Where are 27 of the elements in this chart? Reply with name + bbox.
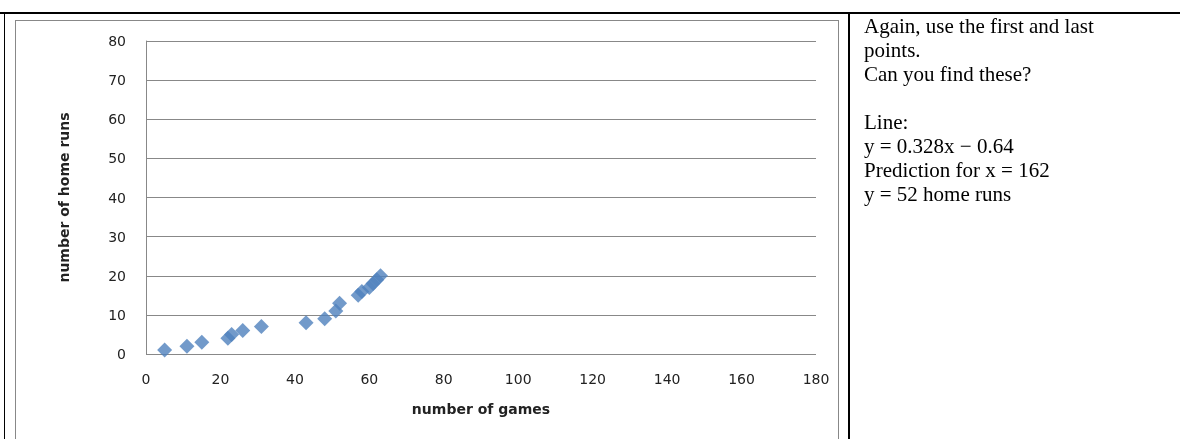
text: Again, use the first and last points. — [864, 14, 1095, 62]
x-tick-label: 40 — [285, 371, 304, 387]
y-tick-label: 30 — [108, 228, 126, 245]
y-tick-label: 80 — [108, 33, 126, 49]
y-tick-label: 70 — [108, 72, 126, 89]
x-tick-label: 160 — [728, 371, 755, 387]
y-axis-title: number of home runs — [56, 112, 72, 283]
x-tick-label: 0 — [141, 371, 151, 387]
text: Line: — [864, 110, 910, 134]
y-tick-label: 40 — [108, 189, 126, 206]
x-tick-label: 20 — [211, 371, 230, 387]
y-tick-label: 60 — [108, 111, 126, 128]
text: y = 0.328x − 0.64 — [864, 134, 1015, 158]
x-tick-label: 100 — [504, 371, 532, 387]
y-tick-label: 0 — [117, 346, 126, 362]
text: y = 52 home runs — [864, 182, 1013, 206]
y-tick-label: 20 — [108, 267, 126, 284]
x-tick-label: 60 — [360, 371, 379, 387]
text: Can you find these? — [864, 62, 1033, 86]
x-tick-label: 80 — [434, 371, 453, 387]
x-tick-label: 180 — [802, 371, 830, 387]
y-tick-label: 50 — [108, 150, 126, 167]
text: Prediction for x = 162 — [864, 158, 1051, 182]
x-tick-label: 140 — [653, 371, 681, 387]
x-axis-title: number of games — [411, 401, 551, 417]
y-tick-label: 10 — [108, 306, 126, 323]
x-tick-label: 120 — [579, 371, 607, 387]
